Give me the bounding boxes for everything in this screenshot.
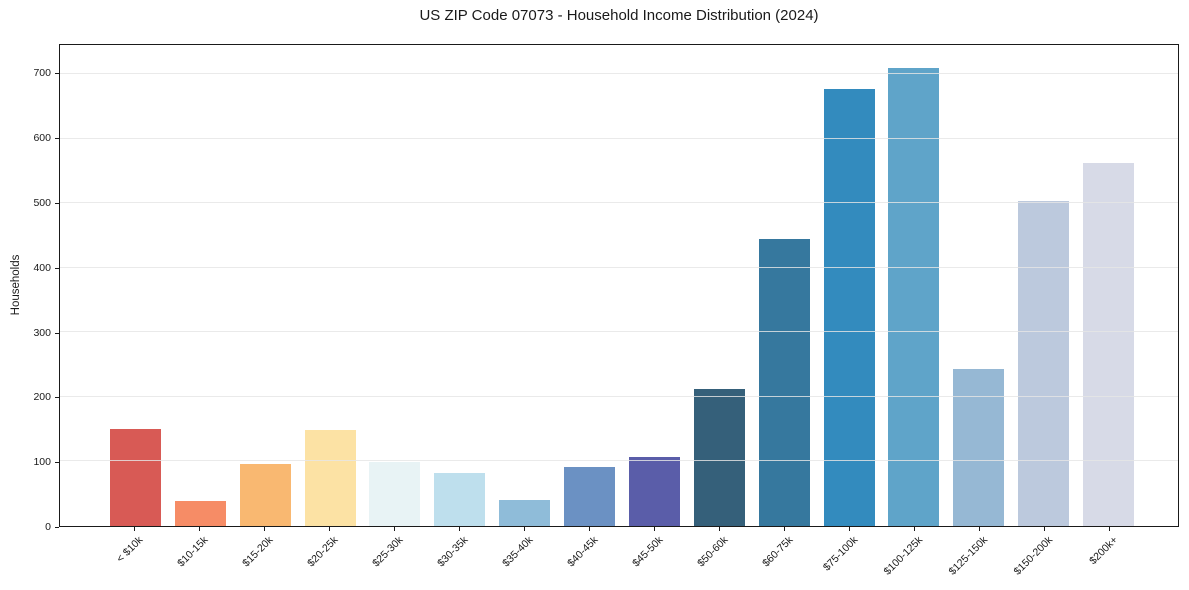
bar-slot — [557, 45, 622, 526]
bar-slot — [817, 45, 882, 526]
bars-row — [103, 45, 1141, 526]
x-tick-mark — [264, 527, 265, 531]
bar-slot — [622, 45, 687, 526]
y-tick-mark — [55, 462, 59, 464]
x-tick-mark — [459, 527, 460, 531]
bar-slot — [882, 45, 947, 526]
y-tick-label: 100 — [33, 456, 51, 469]
x-tick-label: < $10k — [113, 534, 145, 565]
x-tick-label: $75-100k — [820, 534, 860, 574]
x-tick-mark — [1109, 527, 1110, 531]
x-tick-label: $150-200k — [1011, 534, 1055, 578]
x-tick-label: $20-25k — [304, 534, 340, 570]
x-tick-mark — [589, 527, 590, 531]
y-tick-label: 300 — [33, 326, 51, 339]
bar-slot — [103, 45, 168, 526]
bar-$45-50k — [628, 456, 680, 526]
bar-$125-150k — [953, 369, 1005, 526]
bar-slot — [492, 45, 557, 526]
y-tick-mark — [55, 332, 59, 334]
bar-$100-125k — [888, 67, 940, 526]
bar-slot — [752, 45, 817, 526]
x-tick-label: $35-40k — [499, 534, 535, 570]
bar-slot — [1011, 45, 1076, 526]
y-tick-mark — [55, 73, 59, 75]
y-tick-mark — [55, 527, 59, 528]
x-tick-mark — [134, 527, 135, 531]
gridline-100 — [60, 460, 1178, 462]
bar-slot — [233, 45, 298, 526]
bar-$10-15k — [174, 500, 226, 526]
y-tick-mark — [55, 397, 59, 399]
x-tick-mark — [1044, 527, 1045, 531]
bar-$25-30k — [369, 462, 421, 526]
x-tick-mark — [849, 527, 850, 531]
x-tick-label: $15-20k — [239, 534, 275, 570]
x-tick-label: $100-125k — [881, 534, 925, 578]
bar-slot — [427, 45, 492, 526]
bar-$35-40k — [499, 500, 551, 526]
bar-slot — [298, 45, 363, 526]
y-tick-mark — [55, 202, 59, 204]
x-tick-mark — [719, 527, 720, 531]
x-tick-label: $50-60k — [694, 534, 730, 570]
x-tick-label: $40-45k — [564, 534, 600, 570]
bar-slot — [1076, 45, 1141, 526]
x-tick-label: $200k+ — [1086, 534, 1120, 568]
x-tick-mark — [394, 527, 395, 531]
x-tick-label: $45-50k — [629, 534, 665, 570]
y-tick-label: 700 — [33, 67, 51, 80]
bar-$200k+ — [1083, 163, 1135, 526]
x-tick-mark — [524, 527, 525, 531]
bar-$50-60k — [693, 389, 745, 526]
y-tick-label: 600 — [33, 132, 51, 144]
gridline-300 — [60, 331, 1178, 333]
x-tick-label: $125-150k — [946, 534, 990, 578]
x-tick-mark — [329, 527, 330, 531]
y-tick-mark — [55, 138, 59, 139]
y-tick-label: 0 — [45, 521, 51, 533]
gridline-200 — [60, 395, 1178, 397]
y-tick-label: 500 — [33, 196, 51, 209]
bar-slot — [363, 45, 428, 526]
gridline-700 — [60, 73, 1178, 75]
bar-slot — [168, 45, 233, 526]
x-tick-label: $10-15k — [174, 534, 210, 570]
bar-$30-35k — [434, 473, 486, 526]
bar-$75-100k — [823, 88, 875, 526]
x-tick-label: $30-35k — [434, 534, 470, 570]
chart-title: US ZIP Code 07073 - Household Income Dis… — [419, 7, 819, 24]
x-tick-label: $25-30k — [369, 534, 405, 570]
y-tick-label: 400 — [33, 261, 51, 274]
x-tick-mark — [199, 527, 200, 531]
x-tick-mark — [914, 527, 915, 531]
gridline-500 — [60, 202, 1178, 204]
x-tick-mark — [979, 527, 980, 531]
y-tick-label: 200 — [33, 391, 51, 404]
bar-$40-45k — [564, 467, 616, 526]
bar-$150-200k — [1018, 201, 1070, 526]
bar-$15-20k — [239, 464, 291, 526]
x-tick-label: $60-75k — [759, 534, 795, 570]
gridline-600 — [60, 137, 1178, 139]
bar-$20-25k — [304, 430, 356, 526]
bar-< $10k — [109, 429, 161, 526]
plot-area — [59, 44, 1179, 527]
y-tick-mark — [55, 267, 59, 269]
bar-slot — [687, 45, 752, 526]
x-tick-mark — [784, 527, 785, 531]
gridline-400 — [60, 266, 1178, 268]
bar-$60-75k — [758, 238, 810, 526]
x-tick-mark — [654, 527, 655, 531]
bar-slot — [946, 45, 1011, 526]
